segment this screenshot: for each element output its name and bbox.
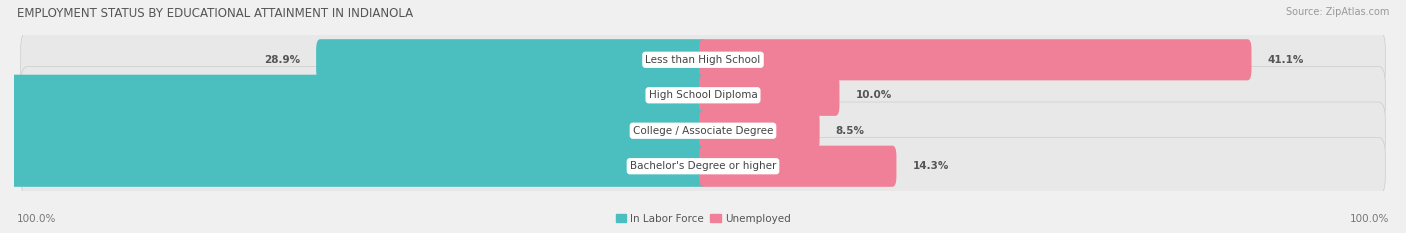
Legend: In Labor Force, Unemployed: In Labor Force, Unemployed: [612, 209, 794, 228]
Text: EMPLOYMENT STATUS BY EDUCATIONAL ATTAINMENT IN INDIANOLA: EMPLOYMENT STATUS BY EDUCATIONAL ATTAINM…: [17, 7, 413, 20]
FancyBboxPatch shape: [316, 39, 707, 80]
Text: 100.0%: 100.0%: [1350, 214, 1389, 224]
FancyBboxPatch shape: [699, 146, 897, 187]
FancyBboxPatch shape: [21, 67, 1385, 124]
FancyBboxPatch shape: [699, 75, 839, 116]
FancyBboxPatch shape: [0, 75, 707, 116]
FancyBboxPatch shape: [0, 110, 707, 151]
FancyBboxPatch shape: [699, 110, 820, 151]
Text: 8.5%: 8.5%: [835, 126, 865, 136]
Text: 100.0%: 100.0%: [17, 214, 56, 224]
FancyBboxPatch shape: [21, 31, 1385, 89]
FancyBboxPatch shape: [699, 39, 1251, 80]
Text: Source: ZipAtlas.com: Source: ZipAtlas.com: [1285, 7, 1389, 17]
Text: College / Associate Degree: College / Associate Degree: [633, 126, 773, 136]
FancyBboxPatch shape: [21, 137, 1385, 195]
Text: Bachelor's Degree or higher: Bachelor's Degree or higher: [630, 161, 776, 171]
FancyBboxPatch shape: [0, 146, 707, 187]
FancyBboxPatch shape: [21, 102, 1385, 159]
Text: 28.9%: 28.9%: [264, 55, 301, 65]
Text: 14.3%: 14.3%: [912, 161, 949, 171]
Text: Less than High School: Less than High School: [645, 55, 761, 65]
Text: 10.0%: 10.0%: [855, 90, 891, 100]
Text: High School Diploma: High School Diploma: [648, 90, 758, 100]
Text: 41.1%: 41.1%: [1267, 55, 1303, 65]
